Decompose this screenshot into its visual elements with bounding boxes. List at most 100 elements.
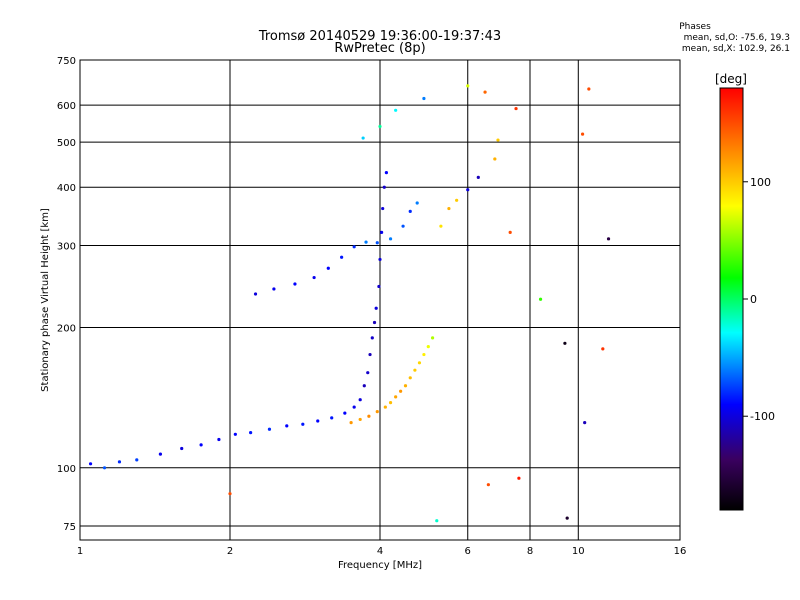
data-point: [483, 90, 487, 94]
data-point: [358, 398, 362, 402]
data-point: [447, 206, 451, 211]
x-tick-label: 2: [227, 546, 233, 557]
data-point: [158, 452, 163, 456]
data-point: [368, 352, 372, 357]
x-tick-label: 1: [77, 546, 83, 557]
x-tick-label: 10: [572, 546, 585, 557]
data-point: [374, 306, 378, 310]
data-point: [403, 384, 408, 388]
data-point: [375, 410, 379, 414]
data-point: [375, 241, 379, 245]
stats-heading: Phases: [679, 22, 711, 32]
data-point: [358, 417, 362, 422]
data-point: [422, 352, 426, 357]
data-point: [439, 224, 443, 228]
data-point: [293, 282, 297, 286]
data-point: [476, 175, 480, 179]
data-point: [517, 476, 521, 480]
data-point: [364, 240, 368, 244]
stats-block: Phases mean, sd,O: -75.6, 19.3 mean, sd,…: [600, 22, 790, 55]
data-point: [88, 462, 93, 466]
data-point: [580, 132, 585, 136]
plot-area: [79, 59, 681, 541]
data-point: [606, 237, 611, 241]
data-point: [422, 96, 426, 101]
data-point: [330, 416, 334, 420]
data-point: [413, 368, 417, 372]
data-point: [399, 389, 403, 393]
data-point: [381, 206, 385, 211]
data-point: [117, 460, 122, 464]
data-point: [301, 422, 305, 426]
colorbar-tick-label: 0: [750, 293, 757, 306]
data-point: [466, 84, 470, 88]
data-point: [267, 427, 272, 431]
data-point: [378, 257, 382, 262]
data-point: [486, 483, 490, 487]
y-tick-label: 75: [63, 522, 76, 533]
y-tick-label: 200: [57, 324, 76, 335]
data-point: [394, 395, 398, 399]
data-point: [340, 255, 344, 259]
colorbar: [deg] -100 0 100: [715, 72, 775, 511]
data-point: [401, 224, 405, 228]
data-point: [417, 361, 422, 365]
data-point: [493, 157, 497, 161]
data-point: [384, 170, 388, 175]
data-point: [455, 198, 459, 202]
data-point: [199, 443, 203, 447]
chart-title: Tromsø 20140529 19:36:00-19:37:43: [258, 29, 502, 44]
chart-subtitle: RwPretec (8p): [334, 41, 426, 56]
data-point: [435, 519, 439, 523]
data-point: [377, 284, 381, 289]
data-point: [102, 466, 107, 470]
data-point: [426, 345, 430, 349]
data-point: [496, 138, 500, 142]
data-point: [587, 87, 591, 91]
data-point: [249, 431, 253, 435]
data-point: [228, 492, 232, 496]
data-point: [135, 458, 139, 462]
data-point: [285, 424, 289, 428]
data-point: [326, 266, 330, 270]
data-point: [378, 124, 382, 129]
data-point: [367, 414, 371, 418]
data-point: [370, 336, 374, 340]
data-point: [382, 185, 386, 189]
data-point: [180, 446, 184, 451]
data-point: [366, 371, 370, 375]
data-point: [343, 411, 347, 415]
y-axis-label: Stationary phase Virtual Height [km]: [40, 208, 51, 392]
data-points: [88, 84, 611, 523]
data-point: [362, 384, 366, 388]
data-point: [272, 287, 276, 291]
axes: 1 2 4 6 8 10 16 75 100 200 300 400 500 600 750 Frequenc…: [40, 56, 686, 571]
data-point: [538, 297, 543, 301]
data-point: [508, 230, 512, 234]
y-tick-label: 750: [57, 56, 76, 67]
data-point: [388, 401, 393, 405]
x-tick-label: 4: [377, 546, 383, 557]
data-point: [388, 237, 393, 241]
x-tick-label: 16: [674, 546, 687, 557]
data-point: [408, 209, 412, 213]
stats-line-x: mean, sd,X: 102.9, 26.1: [681, 44, 790, 54]
data-point: [349, 421, 353, 425]
stats-line-o: mean, sd,O: -75.6, 19.3: [683, 33, 790, 43]
colorbar-tick-label: 100: [750, 176, 771, 189]
x-tick-label: 6: [465, 546, 471, 557]
data-point: [408, 376, 412, 380]
x-tick-label: 8: [527, 546, 533, 557]
data-point: [430, 336, 435, 340]
colorbar-label: [deg]: [715, 72, 747, 86]
colorbar-tick-label: -100: [750, 410, 775, 423]
data-point: [253, 292, 258, 296]
data-point: [312, 275, 316, 280]
data-point: [466, 188, 470, 192]
x-axis-label: Frequency [MHz]: [338, 560, 422, 571]
y-tick-label: 400: [57, 183, 76, 194]
data-point: [601, 347, 605, 351]
data-point: [380, 230, 384, 234]
data-point: [394, 108, 398, 112]
